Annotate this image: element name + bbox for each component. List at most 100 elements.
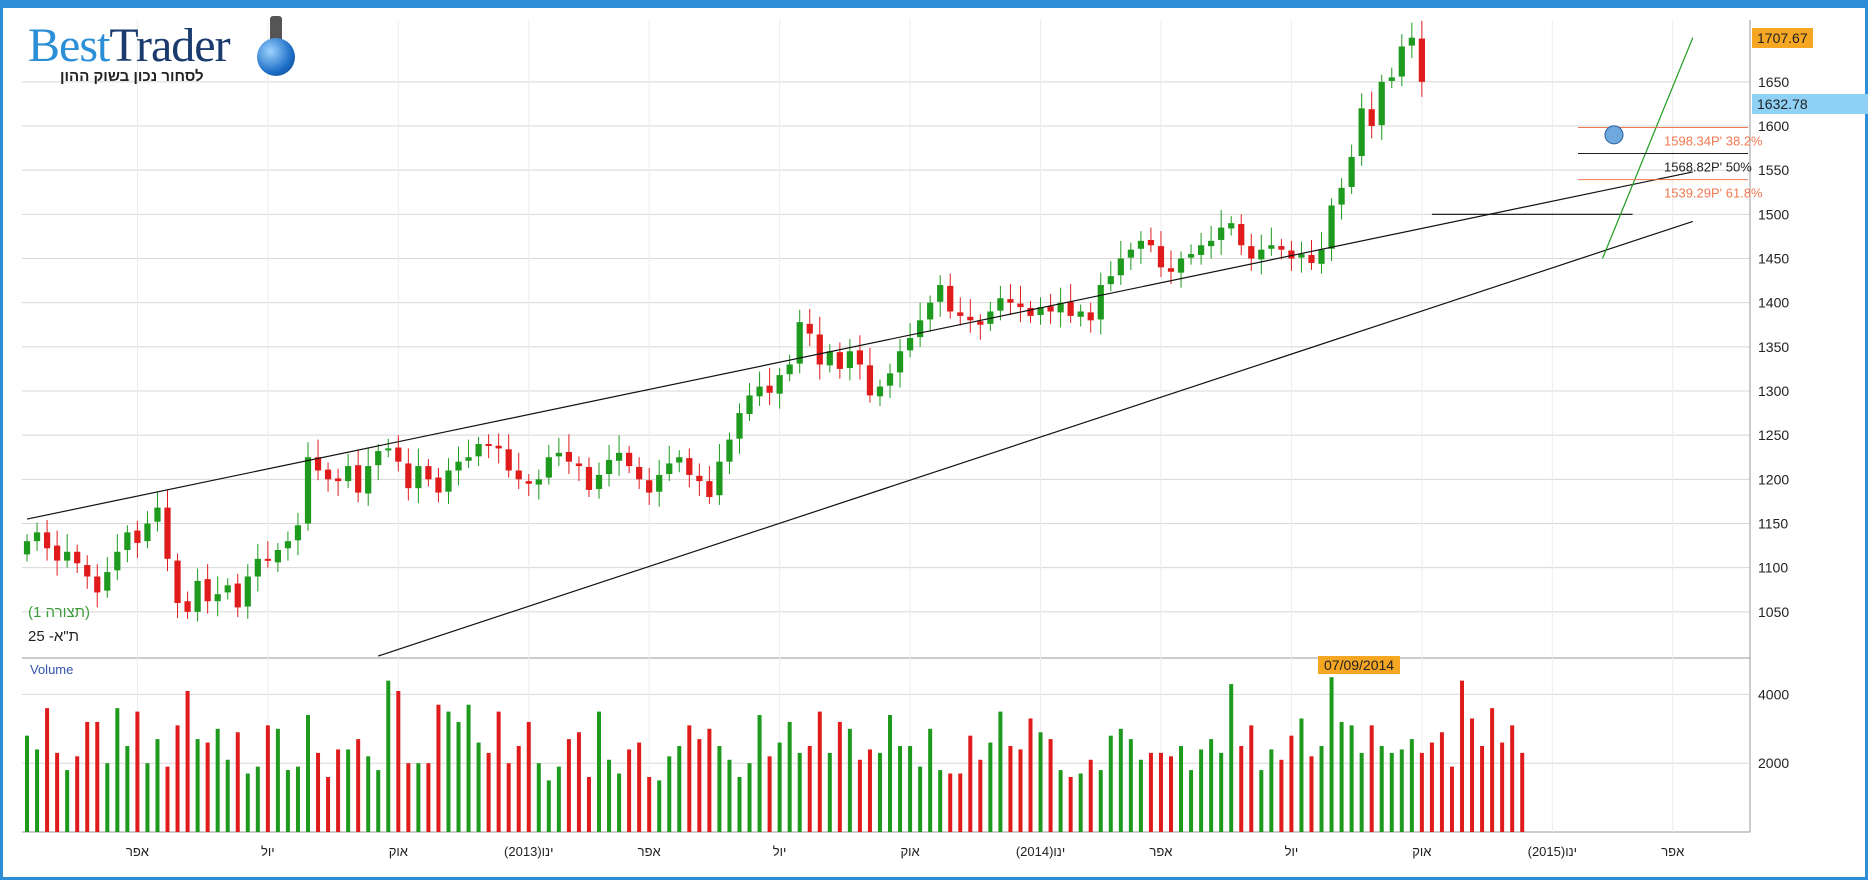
volume-bar [185,690,190,832]
volume-bar [1068,776,1073,832]
volume-bar [617,773,622,832]
last-price-tag: 1632.78 [1752,94,1868,114]
time-tick-label: ינו(2013) [504,844,553,859]
volume-bar [1078,773,1083,832]
volume-bar [1018,749,1023,832]
volume-bar [998,711,1003,832]
price-tick-label: 1600 [1758,118,1789,134]
logo-tagline: לסחור נכון בשוק ההון [60,68,204,85]
candle-body [43,532,51,549]
volume-bar [446,711,451,832]
volume-bar [316,752,321,832]
volume-bar [898,746,903,832]
volume-bar [767,756,772,832]
candle-body [525,481,532,484]
candle-body [555,452,562,457]
candle-body [1388,77,1395,81]
volume-bar [1500,742,1505,832]
candle-body [1338,187,1345,205]
candle-body [1218,227,1225,240]
candle-body [184,601,191,612]
candle-body [1248,246,1255,259]
candle-body [796,322,803,364]
candle-body [365,466,372,494]
candle-body [1298,254,1305,258]
candle-body [1228,223,1235,229]
lower-trendline [378,220,1693,657]
candle-body [836,352,843,369]
volume-bar [948,773,953,832]
candle-body [1027,307,1034,316]
volume-bar [1168,756,1173,832]
volume-tick-label: 2000 [1758,755,1789,771]
volume-bar [1480,746,1485,832]
candle-body [997,298,1004,311]
volume-bar [1038,732,1043,832]
volume-bar [416,763,421,832]
volume-bar [877,752,882,832]
candle-body [1258,249,1265,260]
candle-body [605,459,613,475]
candle-body [947,285,954,312]
volume-bar [35,749,40,832]
candle-body [1107,276,1114,285]
candle-body [425,466,432,480]
candle-body [324,469,332,480]
volume-bar [235,732,240,832]
volume-bar [827,752,832,832]
candle-body [1378,81,1385,126]
volume-bar [546,780,551,832]
candle-body [264,558,271,561]
candle-body [1137,240,1145,249]
candle-body [706,481,713,497]
volume-bar [336,749,341,832]
candle-body [1358,108,1365,157]
trophy-icon [270,16,282,42]
volume-bar [1319,746,1324,832]
volume-bar [667,756,672,832]
candle-body [1308,254,1315,263]
volume-bar [1439,732,1444,832]
volume-bar [807,746,812,832]
candle-body [886,373,894,386]
volume-bar [496,711,501,832]
candle-body [937,285,944,302]
volume-bar [456,721,461,832]
volume-bar [1329,677,1334,832]
candle-body [716,461,723,496]
volume-bar [145,763,150,832]
volume-bar [978,759,983,832]
candle-body [927,302,934,320]
candle-body [686,458,693,475]
price-tick-label: 1450 [1758,251,1789,267]
besttrader-logo: BestTrader לסחור נכון בשוק ההון [28,18,231,85]
time-tick-label: אפר [126,844,149,859]
volume-bar [526,721,531,832]
high-price-tag: 1707.67 [1752,28,1813,48]
candle-body [766,385,773,393]
candle-body [756,386,763,397]
candle-body [345,466,352,482]
candle-body [54,545,61,561]
volume-bar [516,746,521,832]
candle-body [385,448,392,451]
candle-body [214,594,221,602]
volume-bar [85,721,90,832]
volume-bar [787,721,792,832]
volume-bar [396,690,401,832]
volume-bar [175,725,180,832]
volume-bar [466,704,471,832]
volume-bar [958,773,963,832]
candle-body [906,338,914,351]
candle-body [545,457,552,478]
volume-bar [1419,752,1424,832]
candle-body [776,375,783,394]
candle-body [846,351,853,369]
volume-bar [607,759,612,832]
candle-body [595,474,603,490]
logo-best: Best [28,19,110,72]
candle-body [575,463,583,467]
candle-body [355,465,362,493]
volume-bar [1379,746,1384,832]
candle-body [294,525,302,541]
